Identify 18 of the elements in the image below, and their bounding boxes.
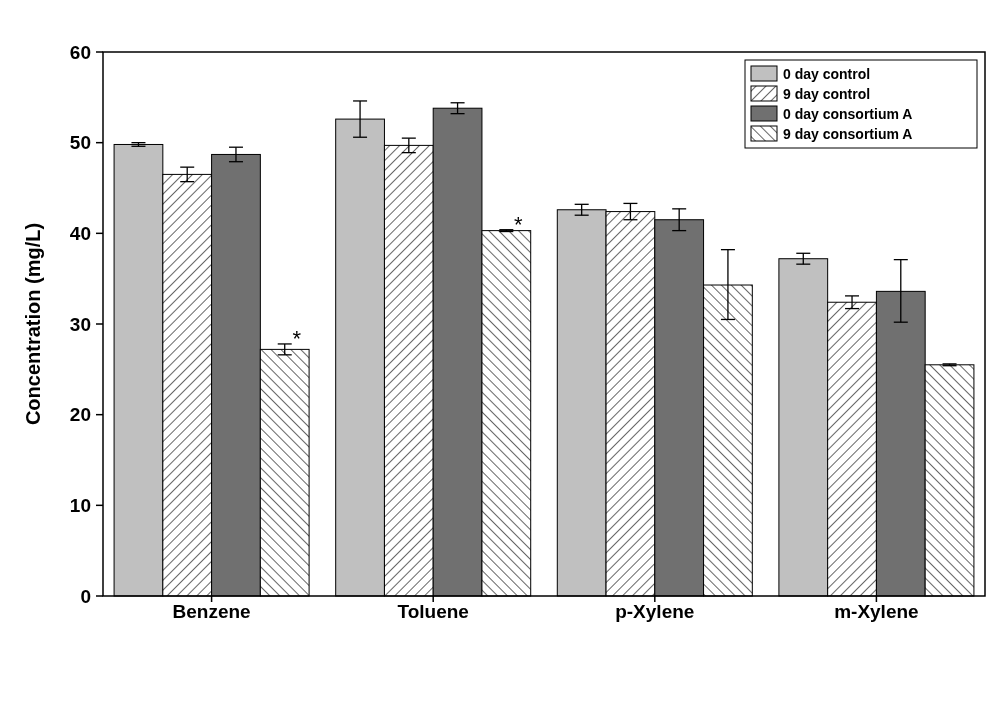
y-tick-label: 30 bbox=[69, 313, 91, 335]
legend-label: 0 day consortium A bbox=[783, 105, 913, 122]
y-tick-label: 40 bbox=[69, 222, 91, 244]
y-axis-title: Concentration (mg/L) bbox=[22, 222, 44, 426]
data-label: * bbox=[292, 325, 302, 351]
legend-label: 9 day consortium A bbox=[783, 125, 913, 142]
legend-label: 9 day control bbox=[783, 85, 871, 102]
y-tick-label: 50 bbox=[69, 132, 91, 154]
y-tick-label: 20 bbox=[69, 404, 91, 426]
y-tick-label: 60 bbox=[69, 41, 91, 63]
x-tick-label: p-Xylene bbox=[615, 601, 695, 622]
x-tick-label: m-Xylene bbox=[834, 601, 919, 622]
data-label: * bbox=[514, 211, 524, 237]
x-tick-label: Benzene bbox=[172, 601, 251, 622]
legend-label: 0 day control bbox=[783, 65, 871, 82]
y-tick-label: 0 bbox=[80, 585, 91, 607]
y-tick-label: 10 bbox=[69, 494, 91, 516]
x-tick-label: Toluene bbox=[397, 601, 469, 622]
